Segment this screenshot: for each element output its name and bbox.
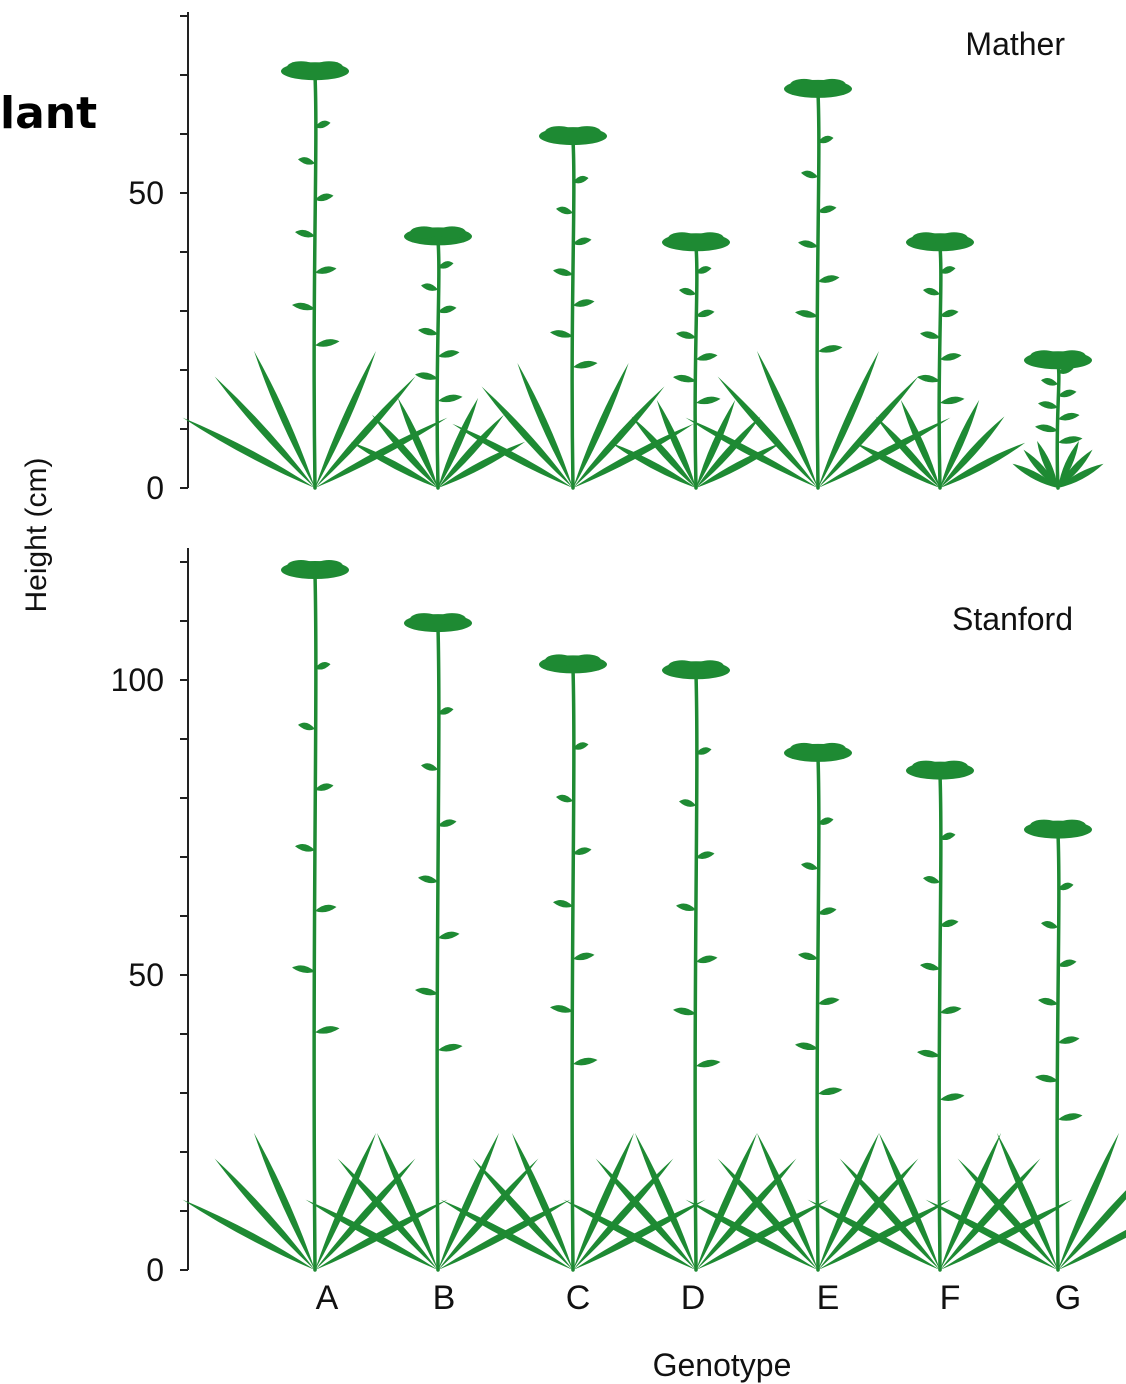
plant-a [182, 560, 448, 1272]
y-ticks-mather: 0 50 [128, 15, 188, 506]
plants-mather [182, 61, 1104, 490]
plant-f [854, 232, 1026, 490]
x-tick-label-a: A [316, 1279, 339, 1317]
panel-stanford: Stanford 0 50 100 [111, 548, 1126, 1288]
plant-d [563, 660, 829, 1272]
plant-b [305, 613, 571, 1272]
x-tick-label-g: G [1055, 1279, 1081, 1317]
y-ticks-stanford: 0 50 100 [111, 561, 188, 1288]
plant-e [685, 742, 951, 1272]
plant-c [440, 654, 706, 1272]
x-tick-label-e: E [817, 1279, 840, 1317]
x-axis-label: Genotype [653, 1347, 792, 1383]
plant-e [685, 78, 951, 490]
x-category-labels: A B C D E F G [316, 1279, 1082, 1317]
x-tick-label-d: D [681, 1279, 706, 1317]
x-tick-label-b: B [433, 1279, 456, 1317]
x-tick-label-c: C [566, 1279, 591, 1317]
plant-g [1012, 350, 1104, 490]
y-tick-label: 100 [111, 662, 164, 698]
y-tick-label: 0 [146, 470, 164, 506]
plant-b [350, 226, 526, 490]
plant-f [807, 760, 1073, 1272]
plant-g [925, 819, 1126, 1272]
x-tick-label-f: F [940, 1279, 961, 1317]
y-tick-label: 50 [128, 957, 164, 993]
plants-stanford [182, 560, 1126, 1272]
plant-d [610, 232, 782, 490]
y-tick-label: 50 [128, 175, 164, 211]
y-tick-label: 0 [146, 1252, 164, 1288]
panel-title-stanford: Stanford [952, 601, 1073, 637]
panel-title-mather: Mather [965, 26, 1065, 62]
panel-mather: Mather 0 50 [128, 12, 1104, 506]
slide-title-fragment: lant [0, 88, 97, 139]
y-axis-label: Height (cm) [20, 457, 53, 612]
